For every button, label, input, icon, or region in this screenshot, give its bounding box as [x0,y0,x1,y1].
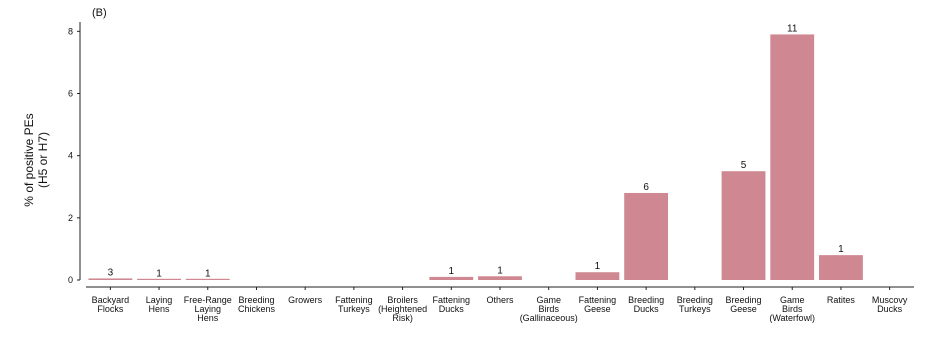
x-category-label: Breeding Chickens [238,295,276,314]
x-category-label: Breeding Turkeys [677,295,713,314]
x-category-label: Growers [288,295,323,305]
x-category-label-line: Ratites [827,295,856,305]
x-category-label-line: Game [780,295,805,305]
x-category-label-line: Fattening [579,295,617,305]
bar-data-label: 1 [449,266,455,277]
y-axis: 0 2 4 6 8 [68,22,81,285]
x-category-label: Backyard Flocks [92,295,130,314]
x-category-label: Free-Range Laying Hens [184,295,232,323]
x-category-label-line: Fattening [433,295,471,305]
x-category-label-line: Breeding [726,295,762,305]
x-category-label: Fattening Geese [579,295,617,314]
bar [575,272,620,280]
x-category-label-line: Geese [584,304,611,314]
x-category-label-line: Free-Range [184,295,232,305]
bar [185,278,230,280]
bars-group [88,34,863,281]
panel-tag: (B) [92,7,107,19]
x-category-label-line: Turkeys [338,304,370,314]
x-category-label-line: (Heightened [378,304,427,314]
x-category-label-line: Others [486,295,514,305]
x-category-label-line: (Gallinaceous) [520,313,578,323]
y-tick-label: 8 [68,26,73,36]
x-category-label: Breeding Ducks [628,295,664,314]
x-category-label-line: Ducks [634,304,660,314]
bar-data-label: 1 [156,268,162,279]
bar [624,192,669,280]
x-category-label: Muscovy Ducks [872,295,908,314]
x-category-label: Ratites [827,295,856,305]
bar-data-label: 1 [205,268,211,279]
bar [88,278,133,280]
y-tick-label: 2 [68,213,73,223]
y-tick-label: 6 [68,88,73,98]
bar-data-label: 1 [497,265,503,276]
bar [819,255,863,280]
bar-data-label: 1 [838,244,844,255]
x-category-label-line: Breeding [677,295,713,305]
x-category-label: Others [486,295,514,305]
y-tick-label: 0 [68,275,73,285]
x-category-label-line: Turkeys [679,304,711,314]
x-category-label-line: Fattening [335,295,373,305]
x-category-label-line: Ducks [877,304,903,314]
bar-data-label: 1 [595,261,601,272]
bar [721,171,766,280]
bar-data-label: 6 [643,182,649,193]
bar-data-label: 11 [787,23,798,34]
x-category-label-line: (Waterfowl) [769,313,815,323]
x-category-label-line: Hens [149,304,171,314]
x-category-label-line: Laying [194,304,221,314]
bar [478,276,522,280]
x-category-label-line: Risk) [392,313,413,323]
x-category-label-line: Breeding [238,295,274,305]
x-category-label-line: Birds [538,304,559,314]
x-category-label-line: Muscovy [872,295,908,305]
bar [137,278,181,280]
x-category-label-line: Geese [730,304,757,314]
x-category-label: Fattening Turkeys [335,295,373,314]
bar [429,276,474,280]
bar [770,34,815,281]
x-category-label-line: Birds [782,304,803,314]
x-category-label-line: Ducks [439,304,465,314]
y-axis-title-line-1: % of positive PEs [22,113,36,206]
x-category-label-line: Chickens [238,304,276,314]
x-category-label-line: Backyard [92,295,130,305]
x-category-label-line: Growers [288,295,323,305]
bar-data-label: 3 [108,267,114,278]
x-category-label: Laying Hens [146,295,173,314]
y-axis-title-line-2: (H5 or H7) [36,132,50,188]
x-category-label: Broilers (Heightened Risk) [378,295,427,323]
x-category-label: Breeding Geese [726,295,762,314]
x-category-label-line: Breeding [628,295,664,305]
x-category-label-line: Hens [197,313,219,323]
x-category-label-line: Game [536,295,561,305]
x-category-label: Game Birds (Waterfowl) [769,295,815,323]
x-category-label-line: Flocks [97,304,124,314]
y-tick-label: 4 [68,151,73,161]
bar-data-label: 5 [741,160,747,171]
x-category-label-line: Broilers [387,295,418,305]
x-category-label-line: Laying [146,295,173,305]
x-category-label: Fattening Ducks [433,295,471,314]
x-category-label: Game Birds (Gallinaceous) [520,295,578,323]
